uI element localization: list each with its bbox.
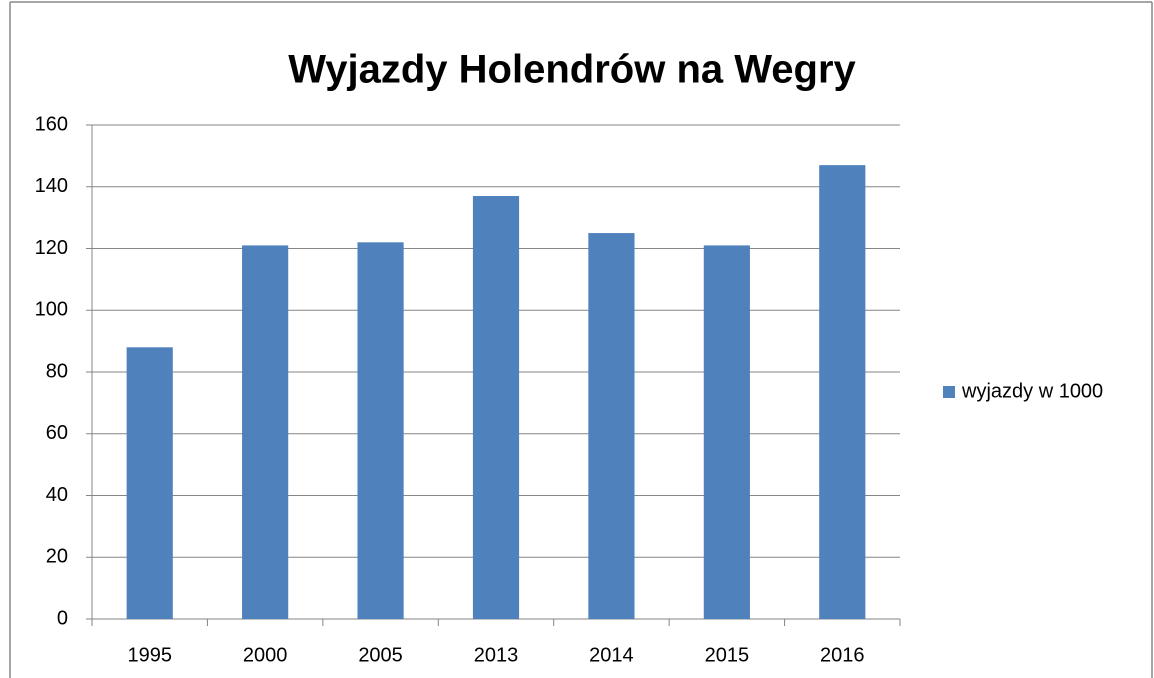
y-tick-label: 160 <box>35 113 68 135</box>
y-tick-label: 0 <box>57 607 68 629</box>
legend-label: wyjazdy w 1000 <box>961 380 1103 402</box>
y-tick-label: 60 <box>46 422 68 444</box>
x-tick-label: 2014 <box>589 644 634 666</box>
y-tick-label: 40 <box>46 484 68 506</box>
x-tick-label: 2015 <box>705 644 750 666</box>
y-tick-label: 120 <box>35 237 68 259</box>
bar <box>819 165 866 619</box>
bar <box>126 347 173 619</box>
x-tick-label: 2016 <box>820 644 865 666</box>
y-tick-label: 20 <box>46 546 68 568</box>
bar <box>703 245 750 619</box>
chart-title: Wyjazdy Holendrów na Wegry <box>288 48 856 92</box>
y-tick-label: 140 <box>35 175 68 197</box>
y-tick-label: 80 <box>46 360 68 382</box>
y-tick-label: 100 <box>35 299 68 321</box>
x-tick-label: 2000 <box>243 644 288 666</box>
legend-swatch <box>943 386 955 398</box>
x-tick-label: 2013 <box>474 644 519 666</box>
x-tick-label: 1995 <box>127 644 172 666</box>
bar <box>472 196 520 619</box>
bar <box>588 233 635 619</box>
bar <box>357 242 404 619</box>
x-tick-label: 2005 <box>358 644 403 666</box>
bar <box>242 245 289 619</box>
